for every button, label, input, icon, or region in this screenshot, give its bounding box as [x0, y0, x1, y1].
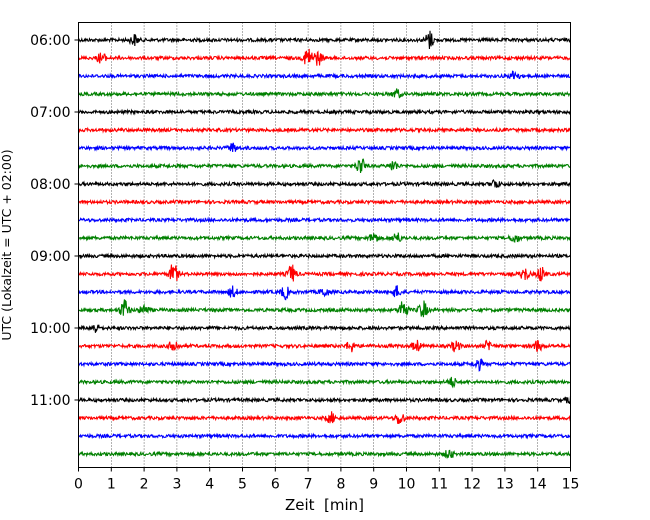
- y-tick-label: 09:00: [30, 249, 70, 265]
- x-tick-label: 13: [496, 477, 514, 493]
- y-tick-label: 06:00: [30, 33, 70, 49]
- plot-area: [77, 22, 572, 468]
- seismogram-trace: [77, 142, 572, 153]
- x-tick-label: 2: [140, 477, 149, 493]
- seismogram-trace: [78, 158, 571, 174]
- x-tick-label: 15: [562, 477, 580, 493]
- x-tick-label: 10: [398, 477, 416, 493]
- seismogram-trace: [77, 411, 572, 425]
- seismogram-trace: [78, 216, 571, 224]
- seismogram-trace: [77, 432, 571, 440]
- seismogram-trace: [78, 88, 571, 99]
- plot-border: [78, 22, 571, 468]
- seismogram-trace: [77, 198, 571, 206]
- grid-lines: [111, 22, 539, 468]
- x-tick-label: 4: [205, 477, 214, 493]
- plot-frame: [78, 22, 571, 468]
- seismogram-trace: [78, 232, 572, 243]
- y-tick-label: 08:00: [30, 177, 70, 193]
- x-tick-label: 1: [107, 477, 116, 493]
- x-tick-label: 0: [74, 477, 83, 493]
- x-tick-label: 12: [463, 477, 481, 493]
- seismogram-trace: [78, 48, 571, 66]
- x-tick-label: 3: [172, 477, 181, 493]
- x-tick-label: 14: [529, 477, 547, 493]
- seismogram-trace: [78, 126, 572, 134]
- y-tick-label: 10:00: [30, 321, 70, 337]
- x-axis-label: Zeit [min]: [285, 496, 364, 514]
- x-tick-label: 6: [271, 477, 280, 493]
- x-tick-label: 7: [304, 477, 313, 493]
- x-tick-label: 5: [238, 477, 247, 493]
- seismogram-traces: [77, 30, 572, 460]
- x-axis-ticks: 0 1 2 3 4 5 6 7 8 9 10 11 12 13 14 15: [74, 467, 580, 493]
- seismogram-trace: [77, 395, 572, 405]
- seismogram-trace: [78, 179, 571, 188]
- y-axis-ticks: 06:00 07:00 08:00 09:00 10:00 11:00: [30, 33, 79, 409]
- seismogram-trace: [78, 357, 572, 372]
- y-tick-label: 11:00: [30, 393, 70, 409]
- seismogram-trace: [77, 339, 572, 353]
- y-tick-label: 07:00: [30, 105, 70, 121]
- seismogram-trace: [78, 252, 571, 260]
- seismogram-trace: [78, 376, 572, 389]
- seismogram-trace: [78, 449, 571, 460]
- seismogram-trace: [78, 108, 572, 116]
- seismogram-trace: [78, 70, 571, 80]
- seismogram-trace: [77, 324, 572, 333]
- y-axis-label: UTC (Lokalzeit = UTC + 02:00): [0, 149, 14, 340]
- seismogram-trace: [77, 264, 572, 282]
- seismogram-trace: [78, 299, 571, 318]
- x-tick-label: 11: [430, 477, 448, 493]
- seismogram-trace: [77, 285, 572, 301]
- x-tick-label: 8: [336, 477, 345, 493]
- seismogram-trace: [78, 30, 571, 50]
- x-tick-label: 9: [369, 477, 378, 493]
